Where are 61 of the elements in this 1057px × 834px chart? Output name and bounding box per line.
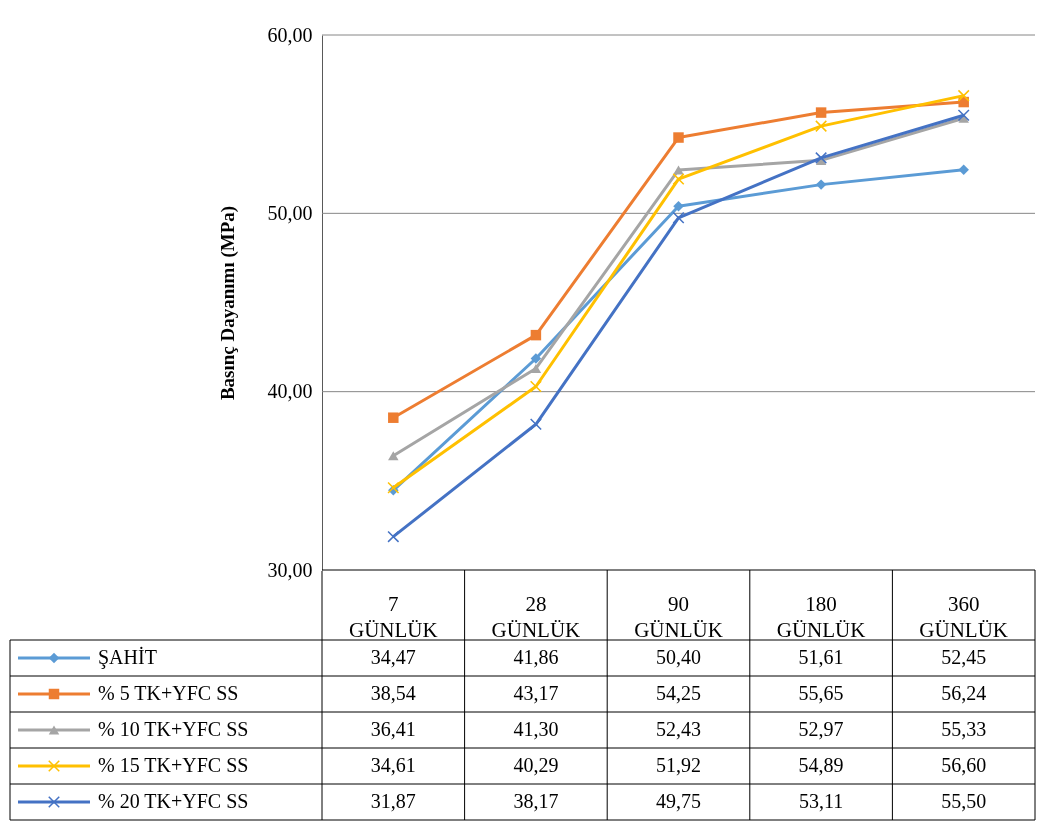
point (388, 412, 399, 423)
legend-label: % 5 TK+YFC SS (98, 682, 239, 704)
data-label: 49,75 (656, 790, 701, 812)
data-label: 53,11 (798, 790, 844, 812)
data-label: 55,50 (941, 790, 987, 812)
point (673, 200, 684, 212)
y-tick-label: 60,00 (267, 23, 313, 46)
point (815, 107, 827, 118)
data-label: 52,45 (941, 646, 987, 668)
point (957, 109, 970, 122)
x-tick-label: 7 GÜNLÜK (348, 592, 438, 642)
point (673, 165, 684, 175)
point (815, 151, 828, 164)
legend-label: ŞAHİT (98, 646, 157, 669)
data-label: 54,25 (656, 682, 701, 704)
point (673, 132, 684, 143)
data-label: 51,61 (798, 646, 844, 668)
y-tick-label: 50,00 (267, 201, 313, 224)
data-label: 36,41 (370, 718, 416, 740)
point (388, 451, 399, 461)
data-label: 56,24 (941, 682, 987, 704)
x-tick-label: 90 GÜNLÜK (634, 592, 723, 642)
data-label: 41,86 (513, 646, 559, 668)
x-tick-label: 28 GÜNLÜK (491, 592, 581, 642)
point (529, 418, 542, 431)
legend-label: % 10 TK+YFC SS (98, 718, 249, 740)
legend-label: % 20 TK+YFC SS (98, 790, 249, 812)
data-label: 31,87 (370, 790, 416, 812)
point (815, 120, 828, 133)
data-label: 55,33 (941, 718, 987, 740)
data-label: 34,47 (370, 646, 416, 668)
y-tick-label: 40,00 (267, 380, 313, 403)
x-tick-label: 360 GÜNLÜK (919, 592, 1009, 642)
point (672, 211, 685, 224)
data-label: 34,61 (370, 754, 416, 776)
data-label: 50,40 (656, 646, 701, 668)
point (529, 380, 542, 393)
point (530, 329, 542, 341)
data-label: 51,92 (656, 754, 701, 776)
data-label: 43,17 (513, 682, 559, 704)
x-tick-label: 180 GÜNLÜK (776, 592, 866, 642)
data-label: 40,29 (513, 754, 559, 776)
data-label: 52,43 (656, 718, 701, 740)
legend-label: % 15 TK+YFC SS (98, 754, 249, 776)
data-label: 38,17 (513, 790, 559, 812)
data-label: 52,97 (798, 718, 844, 740)
y-tick-label: 30,00 (267, 558, 313, 581)
data-label: 38,54 (370, 682, 416, 704)
data-label: 56,60 (941, 754, 987, 776)
point (530, 353, 542, 364)
data-label: 55,65 (798, 682, 844, 704)
data-label: 41,30 (513, 718, 559, 740)
point (387, 530, 400, 543)
data-label: 54,89 (798, 754, 844, 776)
y-axis-title: Basınç Dayanımı (MPa) (216, 205, 239, 401)
point (530, 363, 542, 374)
point (815, 179, 827, 190)
point (957, 89, 970, 102)
point (958, 164, 969, 175)
point (387, 481, 400, 494)
point (672, 173, 685, 186)
